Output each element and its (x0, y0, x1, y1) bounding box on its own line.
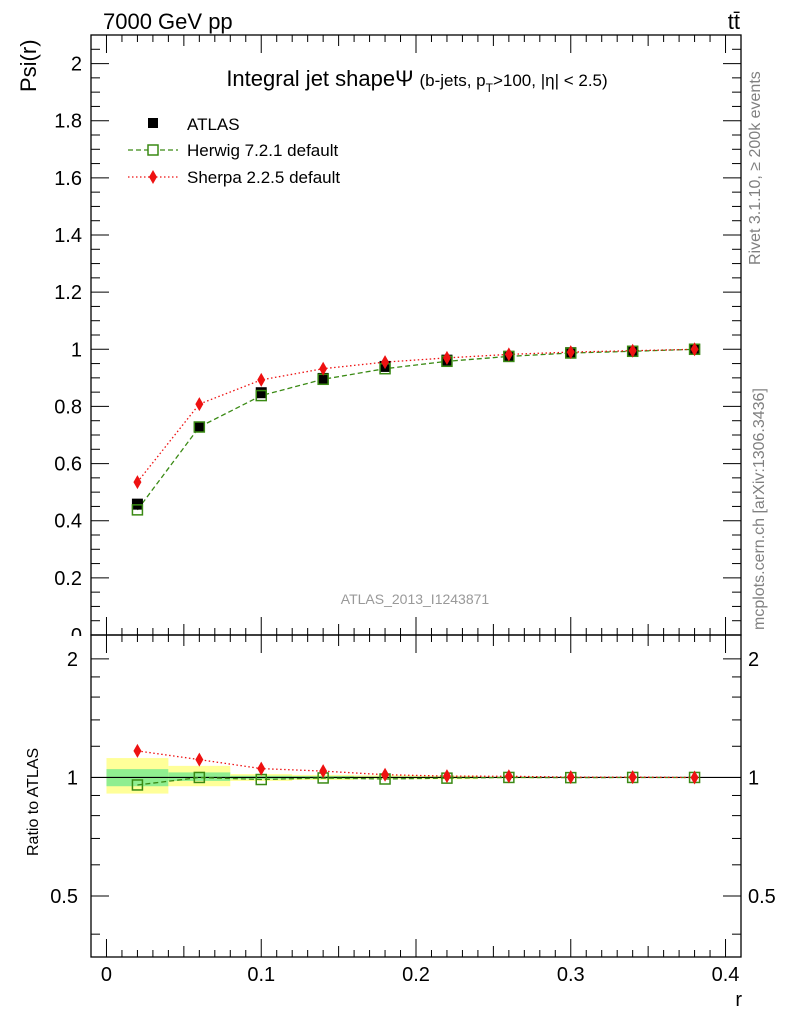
legend: ATLAS Herwig 7.2.1 default Sherpa 2.2.5 … (128, 115, 340, 187)
ratio-sherpa-point-3 (319, 764, 328, 779)
ratio-sherpa-point-1 (195, 752, 204, 767)
legend-sherpa: Sherpa 2.2.5 default (128, 168, 340, 187)
x-tick-label-3: 0.3 (557, 964, 585, 986)
legend-herwig-label: Herwig 7.2.1 default (187, 141, 338, 160)
ratio-herwig-point-1 (193, 771, 206, 784)
ratio-sherpa-point-4 (381, 767, 390, 782)
main-y-tick-label-7: 1.6 (54, 168, 82, 190)
main-y-tick-label-8: 1.8 (54, 111, 82, 133)
main-y-tick-label-4: 1 (71, 339, 82, 361)
ratio-panel: 0 0.1 0.2 0.3 0.4 0.5 0.5 1 1 2 2 Ratio to ATLAS r (25, 634, 776, 1011)
ratio-y-tick-label-right-1: 1 (748, 767, 759, 789)
ratio-y-tick-label-right-2: 2 (748, 649, 759, 671)
sherpa-point-3 (319, 361, 328, 376)
x-tick-label-4: 0.4 (712, 964, 740, 986)
main-y-tick-label-9: 2 (71, 54, 82, 76)
ratio-frame (90, 634, 742, 958)
main-y-tick-label-1: 0.4 (54, 511, 82, 533)
legend-atlas-label: ATLAS (187, 115, 240, 134)
ratio-y-tick-label-right-0: 0.5 (748, 886, 776, 908)
sherpa-point-0 (133, 475, 142, 490)
atlas-point-3 (317, 372, 329, 384)
x-axis-label: r (735, 989, 742, 1011)
legend-atlas-marker (148, 118, 158, 128)
ratio-sherpa-point-0 (133, 743, 142, 758)
sherpa-point-1 (195, 397, 204, 412)
atlas-point-2 (255, 387, 267, 399)
ratio-sherpa-point-6 (504, 769, 513, 784)
main-y-tick-label-2: 0.6 (54, 454, 82, 476)
ratio-sherpa-point-7 (566, 770, 575, 785)
ratio-sherpa-point-2 (257, 761, 266, 776)
ratio-sherpa-line (137, 750, 695, 779)
ratio-y-tick-label-2: 2 (67, 649, 78, 671)
main-y-tick-label-3: 0.8 (54, 396, 82, 418)
sherpa-line (136, 348, 695, 483)
sherpa-point-9 (690, 342, 699, 357)
sherpa-point-2 (257, 372, 266, 387)
mcplots-note: mcplots.cern.ch [arXiv:1306.3436] (751, 388, 768, 630)
title-paren-b: >100, |η| < 2.5) (493, 71, 608, 90)
x-tick-label-0: 0 (101, 964, 112, 986)
ratio-y-tick-label-0: 0.5 (50, 886, 78, 908)
legend-herwig: Herwig 7.2.1 default (128, 141, 338, 160)
y-axis-label: Psi(r) (16, 39, 41, 92)
legend-sherpa-marker (149, 170, 157, 184)
x-tick-label-1: 0.1 (247, 964, 275, 986)
ratio-herwig-point-0 (131, 779, 144, 791)
legend-herwig-marker (147, 144, 159, 156)
herwig-point-1 (193, 421, 206, 433)
main-y-tick-label-0: 0.2 (54, 568, 82, 590)
legend-atlas: ATLAS (148, 115, 240, 134)
herwig-point-2 (255, 389, 267, 402)
sherpa-point-4 (381, 355, 390, 370)
ratio-sherpa-point-8 (628, 770, 637, 785)
process-label: tt̄ (728, 9, 740, 34)
sherpa-point-7 (566, 345, 575, 360)
main-y-tick-label-zero: 0 (71, 625, 82, 647)
ratio-sherpa-point-9 (690, 770, 699, 785)
main-y-tick-label-6: 1.4 (54, 225, 82, 247)
sherpa-point-6 (504, 347, 513, 362)
chart-title: Integral jet shapeΨ (b-jets, pT>100, |η| … (226, 66, 607, 95)
main-y-tick-label-5: 1.2 (54, 282, 82, 304)
herwig-line (136, 348, 695, 511)
main-panel: 0.2 0.4 0.6 0.8 1 1.2 1.4 1.6 1.8 2 0 ATLAS_2013_I… (16, 34, 742, 647)
ratio-y-tick-label-1: 1 (67, 767, 78, 789)
rivet-note: Rivet 3.1.10, ≥ 200k events (747, 71, 764, 265)
title-paren-a: (b-jets, p (419, 71, 485, 90)
title-main: Integral jet shape (226, 66, 395, 91)
ratio-herwig-line (137, 776, 695, 786)
analysis-watermark: ATLAS_2013_I1243871 (341, 591, 490, 607)
title-psi: Ψ (395, 66, 413, 91)
ratio-band-inner-1 (168, 772, 231, 781)
beam-label: 7000 GeV pp (103, 9, 233, 34)
atlas-point-1 (193, 421, 205, 433)
sherpa-point-5 (442, 350, 451, 365)
title-sub: T (486, 81, 494, 95)
legend-sherpa-label: Sherpa 2.2.5 default (187, 168, 340, 187)
ratio-sherpa-point-5 (442, 769, 451, 784)
ratio-y-axis-label: Ratio to ATLAS (25, 748, 42, 856)
sherpa-point-8 (628, 343, 637, 358)
x-tick-label-2: 0.2 (402, 964, 430, 986)
herwig-point-0 (131, 504, 144, 516)
